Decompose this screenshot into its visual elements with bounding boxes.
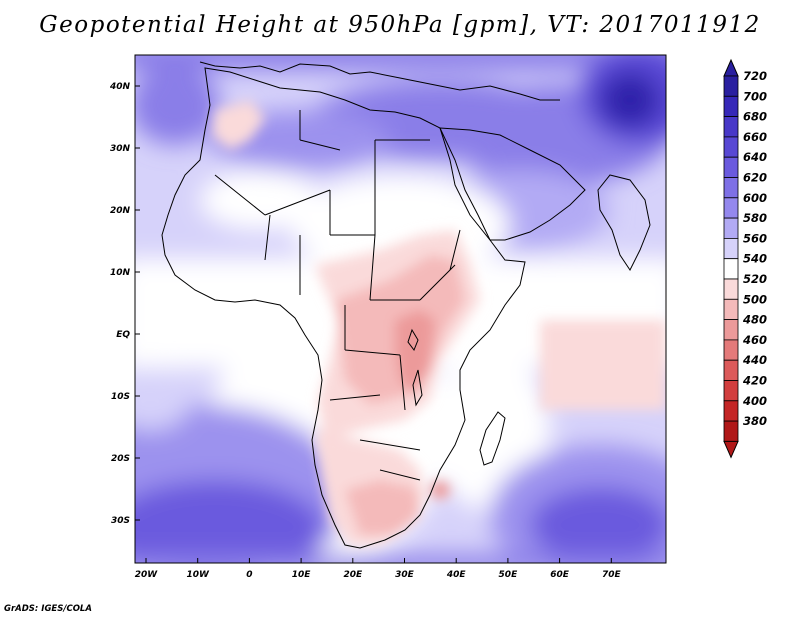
colorbar-label: 600 [743,191,767,205]
colorbar-label: 440 [742,353,767,367]
lat-tick-label: 40N [109,82,131,92]
colorbar-label: 680 [743,110,767,124]
lat-tick-label: 10S [111,392,130,402]
colorbar-segment [724,421,738,441]
colorbar-segment [724,198,738,218]
lon-tick-label: 20E [343,570,363,580]
lat-tick-label: 20N [110,206,131,216]
colorbar-label: 460 [742,333,767,347]
height-field [50,40,710,585]
lon-tick-label: 10W [186,570,210,580]
colorbar-segment [724,320,738,340]
colorbar-label: 380 [743,414,767,428]
lon-tick-label: 50E [499,570,519,580]
colorbar-label: 620 [743,171,767,185]
colorbar-segment [724,238,738,258]
lat-tick-label: 30S [111,516,130,526]
colorbar-label: 580 [743,211,767,225]
colorbar-segment [724,360,738,380]
lat-tick-label: 10N [110,268,131,278]
colorbar-segment [724,279,738,299]
colorbar-label: 480 [742,313,767,327]
colorbar-segment [724,178,738,198]
grads-credit: GrADS: IGES/COLA [4,604,92,614]
colorbar-label: 560 [743,231,767,245]
lon-tick-label: 20W [135,570,159,580]
colorbar-label: 540 [743,252,767,266]
lat-tick-label: 30N [110,144,131,154]
lat-tick-label: EQ [116,330,130,340]
colorbar: 720 700 680 660 640 620 600 580 560 540 520 500 480 4… [724,60,767,457]
colorbar-label: 660 [743,130,767,144]
colorbar-label: 500 [743,292,767,306]
colorbar-label: 700 [743,89,767,103]
lon-tick-label: 70E [602,570,622,580]
colorbar-top-arrow [724,60,738,76]
colorbar-segment [724,218,738,238]
colorbar-segment [724,401,738,421]
colorbar-segment [724,96,738,116]
colorbar-segment [724,381,738,401]
colorbar-segment [724,299,738,319]
colorbar-segment [724,259,738,279]
colorbar-label: 720 [743,69,767,83]
lon-tick-label: 60E [550,570,570,580]
colorbar-segment [724,117,738,137]
colorbar-segment [724,137,738,157]
lon-tick-label: 0 [246,570,252,580]
colorbar-bottom-arrow [724,441,738,457]
colorbar-label: 420 [742,374,767,388]
map-figure: 40N 30N 20N 10N EQ 10S 20S 30S 20W 10W 0 10E 20E 30E… [0,0,800,618]
colorbar-segment [724,340,738,360]
lon-tick-label: 10E [292,570,312,580]
lon-tick-label: 40E [446,570,467,580]
colorbar-label: 520 [743,272,767,286]
colorbar-segment [724,157,738,177]
lon-tick-label: 30E [395,570,415,580]
colorbar-segment [724,76,738,96]
colorbar-label: 400 [742,394,767,408]
colorbar-label: 640 [743,150,767,164]
lat-tick-label: 20S [111,454,130,464]
